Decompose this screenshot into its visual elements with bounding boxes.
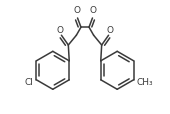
Text: Cl: Cl [25, 78, 33, 87]
Text: O: O [74, 6, 81, 15]
Text: CH₃: CH₃ [137, 78, 153, 87]
Text: O: O [56, 25, 63, 34]
Text: O: O [107, 25, 114, 34]
Text: O: O [89, 6, 96, 15]
